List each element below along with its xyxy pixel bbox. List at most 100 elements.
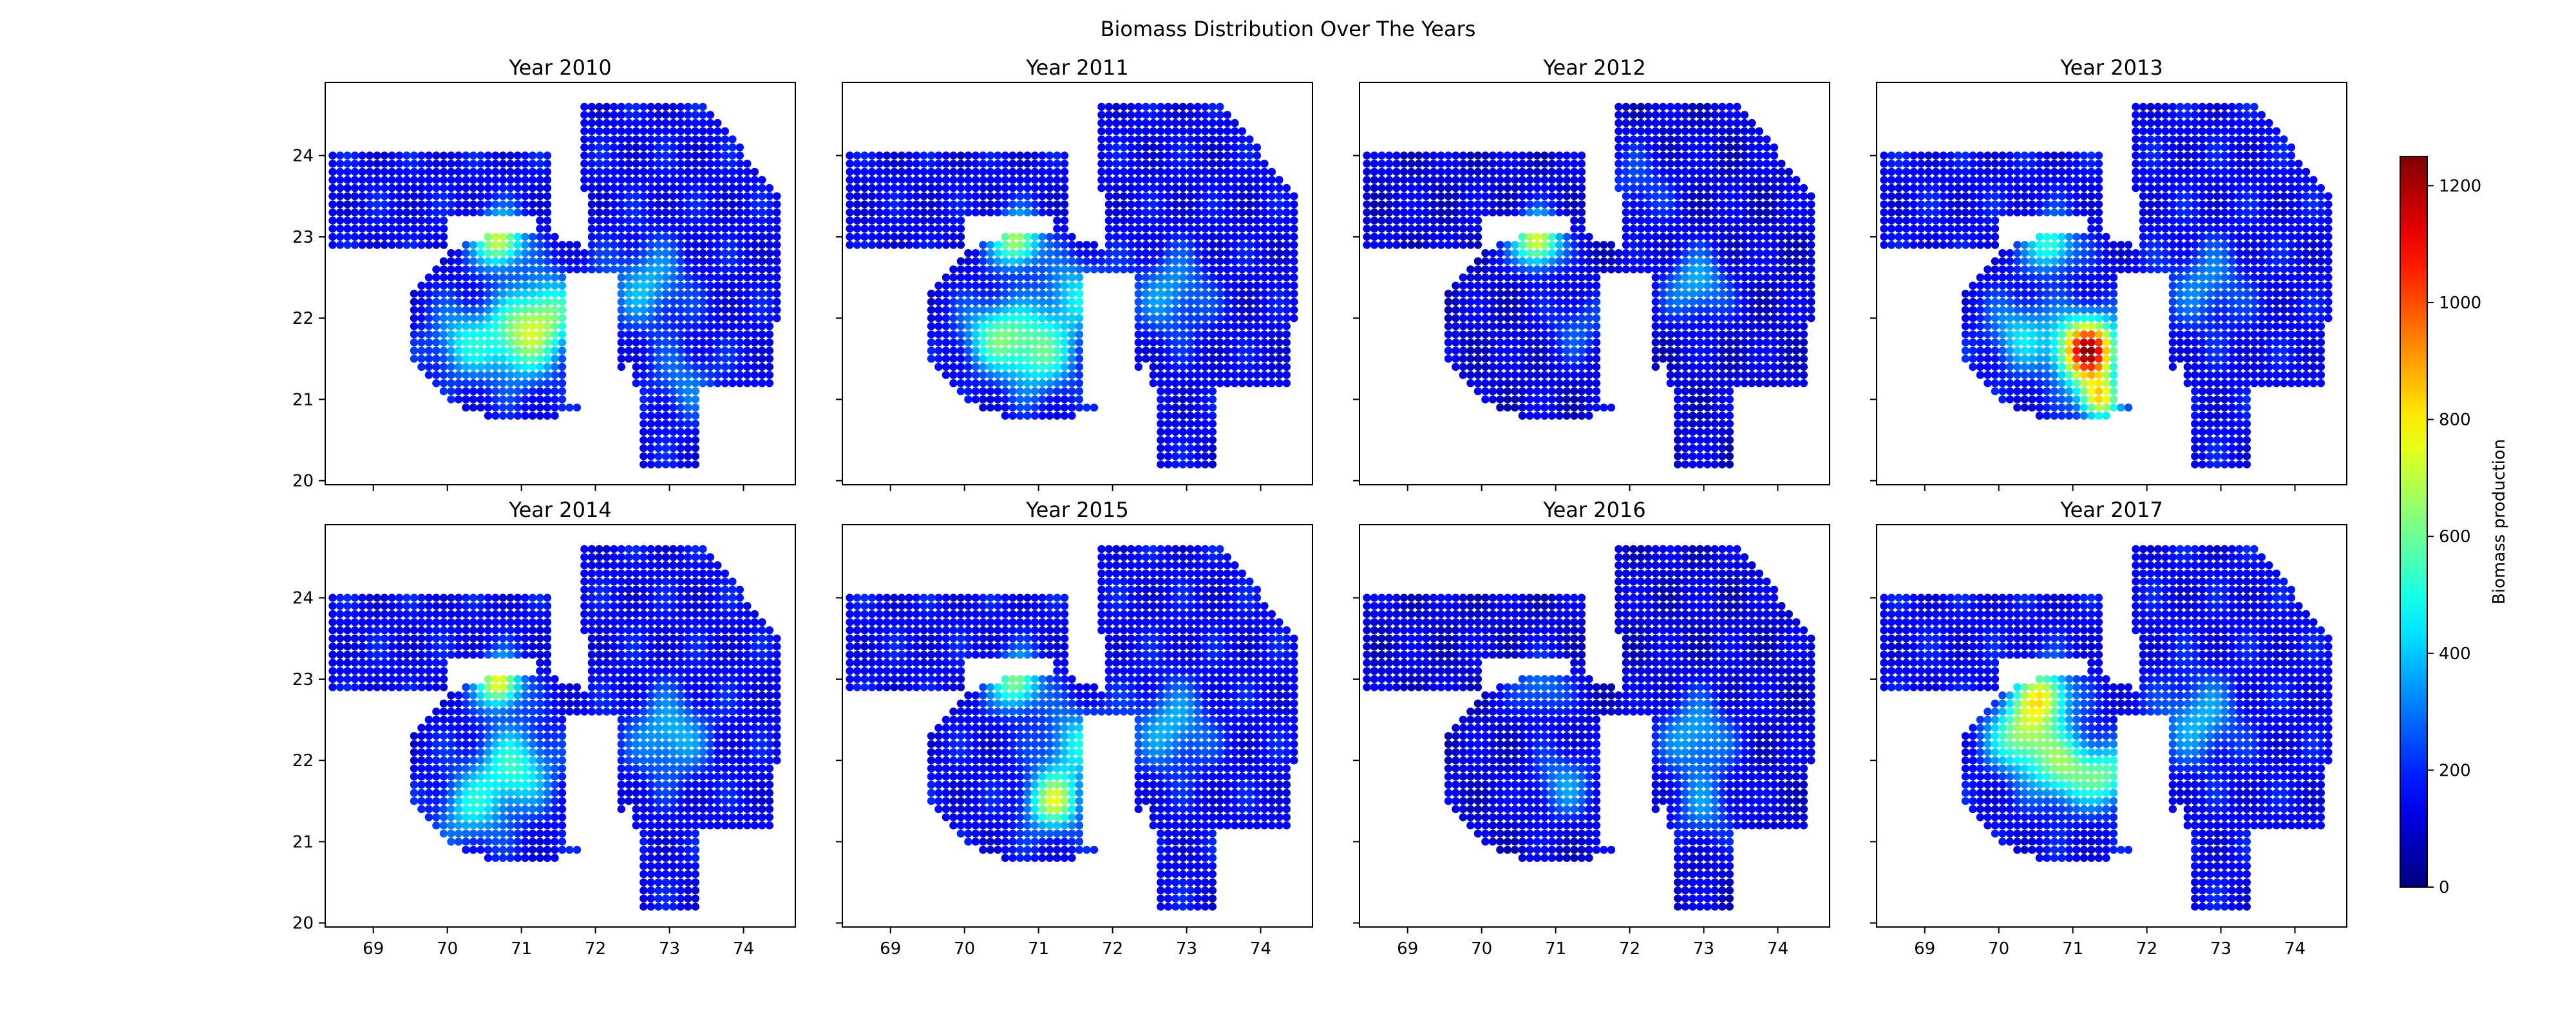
data-point bbox=[1149, 338, 1158, 347]
data-point bbox=[454, 338, 463, 347]
data-point bbox=[773, 297, 781, 306]
data-point bbox=[1548, 395, 1557, 404]
data-point bbox=[1696, 118, 1704, 127]
data-point bbox=[1282, 225, 1291, 233]
data-point bbox=[1444, 160, 1453, 168]
data-point bbox=[1674, 460, 1682, 469]
data-point bbox=[743, 306, 752, 314]
data-point bbox=[1644, 200, 1653, 209]
data-point bbox=[432, 151, 440, 160]
data-point bbox=[1164, 127, 1173, 135]
data-point bbox=[1193, 200, 1202, 209]
data-point bbox=[1127, 127, 1135, 135]
data-point bbox=[350, 216, 359, 225]
data-point bbox=[1710, 273, 1719, 282]
data-point bbox=[1777, 241, 1786, 249]
data-point bbox=[1555, 192, 1564, 200]
data-point bbox=[1223, 127, 1232, 135]
data-point bbox=[528, 265, 537, 274]
data-point bbox=[1488, 249, 1497, 258]
data-point bbox=[699, 151, 707, 160]
data-point bbox=[1459, 330, 1468, 339]
data-point bbox=[1703, 403, 1712, 412]
data-point bbox=[1363, 176, 1371, 184]
data-point bbox=[1570, 338, 1578, 347]
data-point bbox=[654, 355, 663, 363]
data-point bbox=[1710, 281, 1719, 290]
data-point bbox=[1193, 192, 1202, 200]
data-point bbox=[773, 225, 781, 233]
data-point bbox=[743, 208, 752, 217]
data-point bbox=[1518, 160, 1527, 168]
data-point bbox=[447, 249, 455, 258]
data-point bbox=[1577, 176, 1586, 184]
data-point bbox=[1548, 403, 1557, 412]
data-point bbox=[1748, 306, 1756, 314]
data-point bbox=[706, 143, 715, 152]
data-point bbox=[395, 160, 404, 168]
data-point bbox=[1260, 192, 1269, 200]
data-point bbox=[1785, 265, 1793, 274]
data-point bbox=[1157, 395, 1165, 404]
data-point bbox=[1807, 208, 1815, 217]
data-point bbox=[897, 183, 906, 192]
data-point bbox=[654, 330, 663, 339]
data-point bbox=[942, 290, 951, 298]
data-point bbox=[1577, 232, 1586, 241]
data-point bbox=[1659, 102, 1667, 111]
data-point bbox=[1924, 176, 1933, 184]
data-point bbox=[1503, 273, 1512, 282]
data-point bbox=[1016, 379, 1025, 388]
data-point bbox=[1696, 387, 1704, 395]
data-point bbox=[373, 232, 381, 241]
data-point bbox=[1666, 143, 1674, 152]
data-point bbox=[706, 208, 715, 217]
data-point bbox=[602, 183, 611, 192]
data-point bbox=[728, 135, 737, 144]
data-point bbox=[691, 192, 700, 200]
data-point bbox=[1725, 143, 1734, 152]
data-point bbox=[676, 208, 685, 217]
data-point bbox=[1193, 143, 1202, 152]
data-point bbox=[1718, 387, 1727, 395]
data-point bbox=[1201, 225, 1209, 233]
data-point bbox=[1466, 200, 1475, 209]
data-point bbox=[1622, 225, 1631, 233]
data-point bbox=[1179, 460, 1188, 469]
data-point bbox=[1481, 297, 1490, 306]
data-point bbox=[1585, 411, 1593, 420]
data-point bbox=[1157, 322, 1165, 330]
data-point bbox=[1917, 176, 1926, 184]
data-point bbox=[1045, 346, 1054, 355]
data-point bbox=[1142, 208, 1150, 217]
data-point bbox=[654, 379, 663, 388]
data-point bbox=[639, 346, 648, 355]
data-point bbox=[1275, 192, 1283, 200]
data-point bbox=[979, 314, 987, 323]
data-point bbox=[1681, 306, 1689, 314]
data-point bbox=[647, 160, 655, 168]
data-point bbox=[1496, 395, 1504, 404]
data-point bbox=[417, 281, 426, 290]
data-point bbox=[447, 379, 455, 388]
data-point bbox=[647, 192, 655, 200]
data-point bbox=[882, 216, 891, 225]
data-point bbox=[1142, 225, 1150, 233]
data-point bbox=[1659, 118, 1667, 127]
data-point bbox=[1023, 411, 1032, 420]
data-point bbox=[758, 297, 766, 306]
data-point bbox=[743, 265, 752, 274]
data-point bbox=[758, 330, 766, 339]
data-point bbox=[1142, 338, 1150, 347]
data-point bbox=[1651, 127, 1660, 135]
data-point bbox=[1238, 176, 1247, 184]
data-point bbox=[1931, 176, 1940, 184]
data-point bbox=[1629, 225, 1638, 233]
data-point bbox=[1644, 241, 1653, 249]
data-point bbox=[1016, 338, 1025, 347]
data-point bbox=[1437, 216, 1445, 225]
data-point bbox=[498, 176, 507, 184]
data-point bbox=[1748, 249, 1756, 258]
data-point bbox=[1223, 135, 1232, 144]
data-point bbox=[469, 281, 478, 290]
